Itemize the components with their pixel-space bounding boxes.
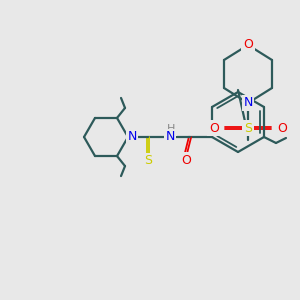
Text: O: O [243,38,253,52]
Text: O: O [277,122,287,134]
Text: O: O [209,122,219,134]
Text: S: S [244,122,252,134]
Text: H: H [167,124,175,134]
Text: N: N [243,97,253,110]
Text: S: S [144,154,152,167]
Text: N: N [165,130,175,143]
Text: N: N [127,130,137,143]
Text: O: O [181,154,191,166]
